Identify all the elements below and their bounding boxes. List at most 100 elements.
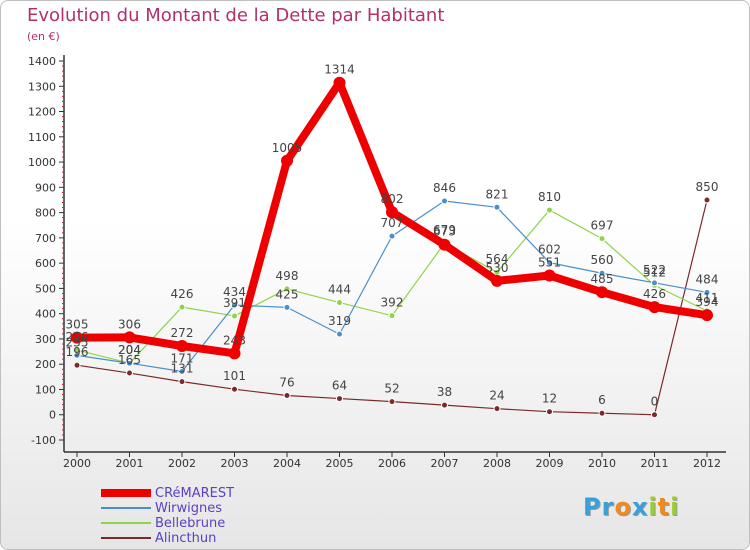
data-label: 434 <box>223 285 246 299</box>
data-label: 243 <box>223 333 246 347</box>
data-label: 530 <box>486 261 509 275</box>
data-label: 850 <box>696 180 719 194</box>
data-point <box>651 279 658 287</box>
data-point <box>123 331 136 344</box>
data-label: 391 <box>223 296 246 310</box>
data-label: 810 <box>538 190 561 204</box>
data-label: 602 <box>538 243 561 257</box>
data-point <box>333 76 346 89</box>
data-label: 101 <box>223 369 246 383</box>
legend-label: Wirwignes <box>155 501 223 516</box>
y-tick-label: 500 <box>35 282 56 295</box>
data-point <box>231 385 238 393</box>
logo-letter: i <box>670 493 680 521</box>
legend-swatch <box>101 489 151 497</box>
x-tick-label: 2001 <box>116 457 144 470</box>
data-label: 426 <box>171 287 194 301</box>
legend-label: CRéMAREST <box>155 486 235 501</box>
data-point <box>283 392 291 400</box>
data-point <box>703 196 711 204</box>
data-label: 512 <box>643 265 666 279</box>
data-label: 272 <box>171 326 194 340</box>
data-label: 802 <box>381 192 404 206</box>
y-tick-label: 1400 <box>28 55 56 68</box>
data-point <box>228 347 241 360</box>
data-point <box>546 206 553 214</box>
legend-swatch <box>101 507 151 509</box>
x-tick-label: 2009 <box>536 457 564 470</box>
data-label: 1005 <box>272 141 303 155</box>
data-point <box>701 309 713 322</box>
y-tick-label: 400 <box>35 308 56 321</box>
data-label: 64 <box>332 379 347 393</box>
data-label: 673 <box>433 225 456 239</box>
x-tick-label: 2004 <box>273 457 301 470</box>
x-tick-label: 2011 <box>641 457 669 470</box>
legend-label: Bellebrune <box>155 516 226 531</box>
data-point <box>388 398 396 406</box>
x-tick-label: 2010 <box>588 457 616 470</box>
logo-letter: o <box>614 493 632 521</box>
data-label: 444 <box>328 283 351 297</box>
data-label: 551 <box>538 256 561 270</box>
data-label: 256 <box>66 330 89 344</box>
y-tick-label: 0 <box>49 409 56 422</box>
y-tick-label: 100 <box>35 383 56 396</box>
logo-letter: P <box>583 493 602 521</box>
data-label: 131 <box>171 362 194 376</box>
data-point <box>703 288 711 296</box>
data-point <box>386 206 398 219</box>
data-label: 235 <box>66 335 89 349</box>
logo-letter: x <box>631 493 649 521</box>
y-tick-label: 1100 <box>28 131 56 144</box>
y-tick-label: -100 <box>31 434 56 447</box>
data-point <box>73 361 81 369</box>
x-tick-label: 2007 <box>431 457 459 470</box>
data-point <box>126 359 133 367</box>
data-label: 484 <box>696 272 719 286</box>
data-label: 171 <box>171 352 194 366</box>
data-point <box>283 285 291 293</box>
data-point <box>441 197 448 205</box>
legend-label: Alincthun <box>155 531 217 546</box>
y-tick-label: 600 <box>35 257 56 270</box>
x-tick-label: 2000 <box>63 457 91 470</box>
data-label: 498 <box>276 269 299 283</box>
data-label: 306 <box>118 317 141 331</box>
x-tick-label: 2002 <box>168 457 196 470</box>
data-point <box>126 369 133 377</box>
data-label: 707 <box>381 216 404 230</box>
data-point <box>388 232 396 240</box>
data-label: 6 <box>598 393 606 407</box>
data-point <box>596 286 608 299</box>
data-point <box>178 303 186 311</box>
data-point <box>491 274 503 287</box>
data-point <box>283 303 291 311</box>
data-label: 697 <box>591 219 614 233</box>
data-label: 394 <box>696 295 719 309</box>
data-label: 560 <box>591 253 614 267</box>
y-tick-label: 1300 <box>28 80 56 93</box>
x-tick-label: 2006 <box>378 457 406 470</box>
data-point <box>336 395 343 403</box>
data-label: 522 <box>643 263 666 277</box>
x-tick-label: 2005 <box>326 457 354 470</box>
data-point <box>73 351 81 359</box>
data-label: 1314 <box>324 63 355 77</box>
data-label: 204 <box>118 343 141 357</box>
data-point <box>178 368 186 376</box>
data-label: 0 <box>651 395 659 409</box>
data-point <box>546 259 553 267</box>
data-label: 426 <box>643 287 666 301</box>
data-label: 305 <box>66 318 89 332</box>
data-label: 319 <box>328 314 351 328</box>
data-point <box>648 301 661 314</box>
data-point <box>178 378 186 386</box>
data-label: 485 <box>591 272 614 286</box>
data-point <box>231 301 238 309</box>
data-point <box>441 401 448 409</box>
data-point <box>598 409 606 417</box>
data-label: 165 <box>118 353 141 367</box>
data-label: 204 <box>118 343 141 357</box>
data-label: 392 <box>381 296 404 310</box>
